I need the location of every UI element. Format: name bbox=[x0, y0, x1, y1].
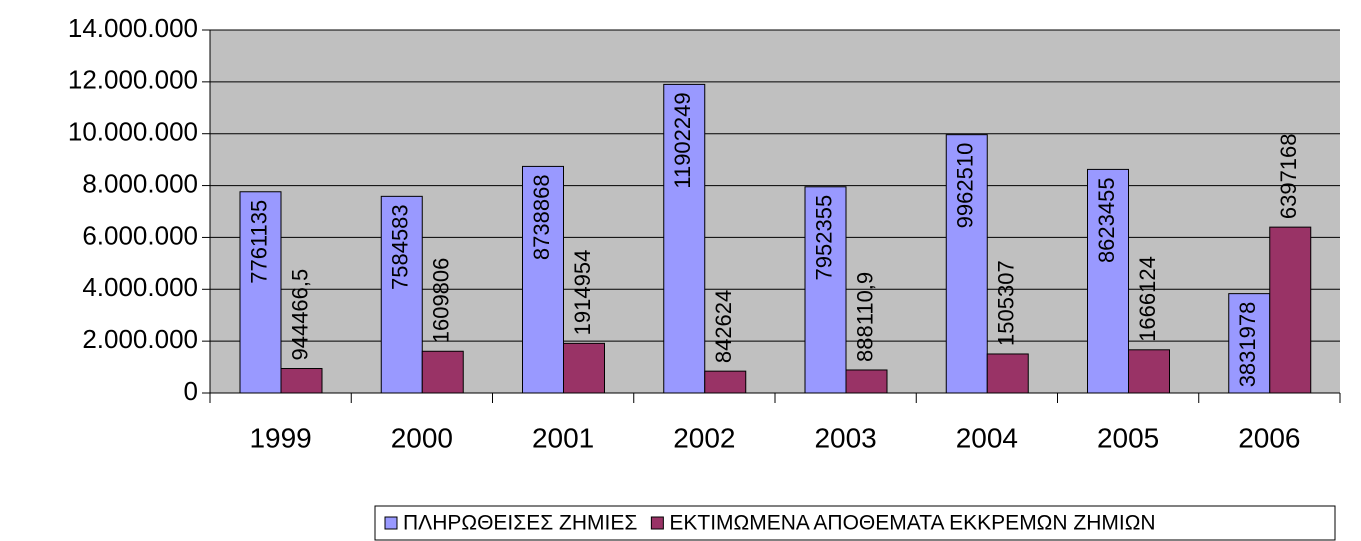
x-tick-label: 2001 bbox=[532, 422, 594, 453]
bar bbox=[945, 134, 988, 394]
x-tick-label: 2000 bbox=[391, 422, 453, 453]
bar bbox=[1228, 293, 1271, 394]
legend-label: ΕΚΤΙΜΩΜΕΝΑ ΑΠΟΘΕΜΑΤΑ ΕΚΚΡΕΜΩΝ ΖΗΜΙΩΝ bbox=[669, 512, 1155, 535]
legend-swatch bbox=[384, 516, 398, 530]
value-label: 7952355 bbox=[811, 195, 836, 281]
value-label: 6397168 bbox=[1276, 133, 1301, 219]
y-tick-label: 8.000.000 bbox=[82, 168, 198, 198]
value-label: 7584583 bbox=[388, 204, 413, 290]
bar bbox=[1269, 226, 1312, 394]
value-label: 11902249 bbox=[670, 92, 695, 188]
y-tick-label: 12.000.000 bbox=[68, 65, 198, 95]
value-label: 1914954 bbox=[570, 250, 595, 336]
value-label: 1609806 bbox=[429, 258, 454, 344]
y-tick-label: 4.000.000 bbox=[82, 272, 198, 302]
value-label: 842624 bbox=[711, 290, 736, 363]
bar bbox=[804, 186, 847, 394]
x-tick-label: 2003 bbox=[814, 422, 876, 453]
bar bbox=[663, 83, 706, 394]
bar bbox=[239, 191, 282, 394]
value-label: 9962510 bbox=[953, 143, 978, 229]
legend-swatch bbox=[650, 516, 664, 530]
bar bbox=[1087, 168, 1129, 394]
value-label: 8738868 bbox=[529, 174, 554, 260]
bar bbox=[522, 165, 564, 394]
bar bbox=[421, 350, 464, 394]
legend-label: ΠΛΗΡΩΘΕΙΣΕΣ ΖΗΜΙΕΣ bbox=[403, 512, 637, 535]
legend bbox=[374, 505, 1336, 541]
value-label: 1666124 bbox=[1135, 256, 1160, 342]
x-tick-label: 2004 bbox=[956, 422, 1018, 453]
value-label: 944466,5 bbox=[287, 269, 312, 361]
value-label: 7761135 bbox=[246, 200, 271, 284]
bar bbox=[986, 353, 1029, 394]
bar bbox=[380, 195, 423, 394]
x-tick-label: 2005 bbox=[1097, 422, 1159, 453]
bar bbox=[1128, 349, 1170, 394]
x-tick-label: 1999 bbox=[249, 422, 311, 453]
y-tick-label: 0 bbox=[184, 376, 198, 406]
bar bbox=[280, 368, 323, 394]
x-tick-label: 2006 bbox=[1238, 422, 1300, 453]
value-label: 1505307 bbox=[994, 260, 1019, 346]
value-label: 888110,9 bbox=[852, 272, 877, 362]
y-tick-label: 10.000.000 bbox=[68, 117, 198, 147]
value-label: 8623455 bbox=[1094, 177, 1119, 263]
y-tick-label: 6.000.000 bbox=[82, 220, 198, 250]
bar bbox=[563, 342, 605, 394]
value-label: 3831978 bbox=[1235, 302, 1260, 388]
x-tick-label: 2002 bbox=[673, 422, 735, 453]
bar bbox=[704, 370, 747, 394]
y-tick-label: 2.000.000 bbox=[82, 324, 198, 354]
bar bbox=[845, 369, 888, 394]
y-tick-label: 14.000.000 bbox=[68, 13, 198, 43]
plot-area bbox=[210, 30, 1340, 393]
